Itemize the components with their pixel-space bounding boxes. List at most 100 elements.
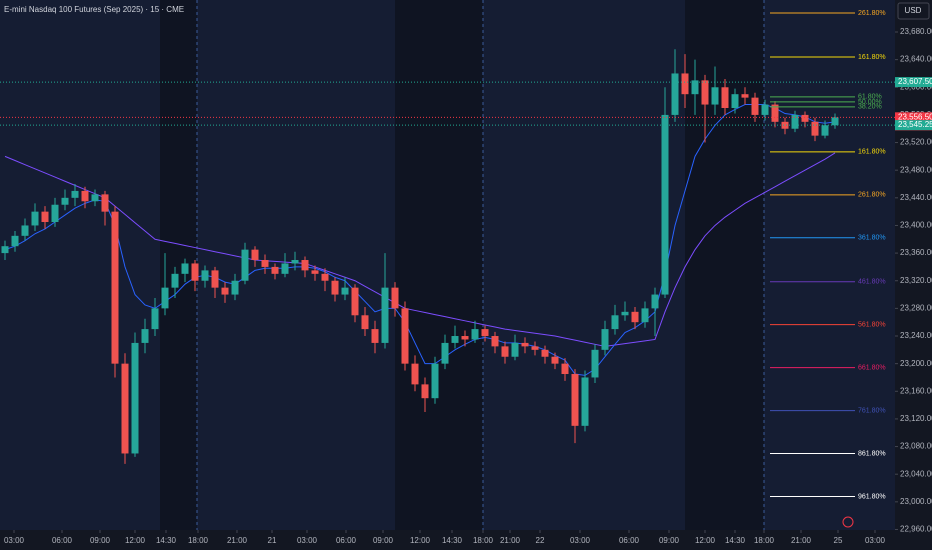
candle-body — [451, 336, 459, 343]
candle-body — [211, 270, 219, 288]
candle-body — [151, 308, 159, 330]
candle-body — [791, 114, 799, 129]
candle-body — [811, 121, 819, 136]
candle-body — [21, 225, 29, 236]
fib-label: 661.80% — [858, 364, 886, 371]
candle-body — [221, 287, 229, 295]
candle-body — [131, 342, 139, 454]
fib-label: 361.80% — [858, 235, 886, 242]
y-tick-label: 23,640.00 — [900, 55, 932, 64]
x-tick-label: 03:00 — [865, 536, 886, 545]
candle-body — [421, 384, 429, 399]
candle-body — [581, 377, 589, 426]
candle-body — [641, 308, 649, 323]
fib-label: 861.80% — [858, 450, 886, 457]
price-badge — [895, 120, 932, 131]
y-tick-label: 23,440.00 — [900, 193, 932, 202]
price-badge-label: 23,607.50 — [898, 77, 932, 86]
x-tick-label: 06:00 — [336, 536, 357, 545]
y-tick-label: 23,280.00 — [900, 303, 932, 312]
x-tick-label: 03:00 — [570, 536, 591, 545]
y-tick-label: 23,680.00 — [900, 27, 932, 36]
candle-body — [521, 342, 529, 347]
candle-body — [311, 270, 319, 274]
x-tick-label: 18:00 — [188, 536, 209, 545]
x-tick-label: 14:30 — [156, 536, 177, 545]
session-shade — [160, 0, 197, 530]
price-axis — [895, 0, 932, 550]
candle-body — [411, 363, 419, 385]
candle-body — [761, 104, 769, 115]
candle-body — [371, 329, 379, 343]
x-tick-label: 12:00 — [695, 536, 716, 545]
candle-body — [301, 260, 309, 271]
y-tick-label: 23,320.00 — [900, 276, 932, 285]
candle-body — [261, 260, 269, 267]
x-tick-label: 14:30 — [442, 536, 463, 545]
x-tick-label: 21:00 — [500, 536, 521, 545]
x-tick-label: 12:00 — [125, 536, 146, 545]
candle-body — [141, 329, 149, 343]
candle-body — [191, 263, 199, 281]
y-tick-label: 23,400.00 — [900, 221, 932, 230]
candle-body — [331, 280, 339, 295]
candle-body — [321, 273, 329, 281]
candle-body — [821, 125, 829, 136]
candle-body — [611, 315, 619, 330]
candle-body — [431, 363, 439, 399]
candle-body — [501, 346, 509, 357]
x-tick-label: 06:00 — [619, 536, 640, 545]
fib-label: 161.80% — [858, 149, 886, 156]
candle-body — [491, 336, 499, 347]
candle-body — [51, 204, 59, 223]
candle-body — [441, 342, 449, 364]
fib-label: 961.80% — [858, 493, 886, 500]
candle-body — [771, 104, 779, 122]
candle-body — [401, 308, 409, 364]
candle-body — [181, 263, 189, 274]
price-badge — [895, 77, 932, 88]
candle-body — [281, 263, 289, 274]
currency-box[interactable] — [897, 2, 930, 20]
candle-body — [561, 363, 569, 375]
y-tick-label: 23,200.00 — [900, 359, 932, 368]
x-tick-label: 12:00 — [410, 536, 431, 545]
candle-body — [231, 280, 239, 295]
candle-body — [171, 273, 179, 288]
candle-body — [81, 190, 89, 202]
candle-body — [721, 87, 729, 109]
fib-label: 461.80% — [858, 279, 886, 286]
price-badge-label: 23,545.25 — [898, 120, 932, 129]
alert-icon[interactable] — [842, 516, 854, 528]
candle-body — [101, 194, 109, 212]
x-tick-label: 21 — [268, 536, 277, 545]
candle-body — [161, 287, 169, 309]
candle-body — [531, 346, 539, 350]
candle-body — [271, 266, 279, 274]
candle-body — [471, 329, 479, 340]
y-tick-label: 23,120.00 — [900, 414, 932, 423]
candle-body — [71, 190, 79, 198]
candle-body — [251, 249, 259, 261]
candle-body — [111, 211, 119, 364]
fib-label: 50.00% — [858, 99, 882, 106]
candle-body — [591, 349, 599, 378]
candle-body — [1, 246, 9, 254]
x-tick-label: 06:00 — [52, 536, 73, 545]
candle-body — [631, 311, 639, 323]
y-tick-label: 22,960.00 — [900, 525, 932, 534]
candle-body — [801, 114, 809, 122]
fib-label: 161.80% — [858, 54, 886, 61]
candle-body — [121, 363, 129, 454]
x-tick-label: 21:00 — [227, 536, 248, 545]
x-tick-label: 09:00 — [90, 536, 111, 545]
x-tick-label: 21:00 — [791, 536, 812, 545]
moving-average — [4, 104, 836, 376]
candle-body — [91, 194, 99, 202]
candle-body — [461, 336, 469, 340]
y-tick-label: 23,520.00 — [900, 138, 932, 147]
candle-body — [31, 211, 39, 226]
y-tick-label: 23,040.00 — [900, 469, 932, 478]
candle-body — [511, 342, 519, 357]
